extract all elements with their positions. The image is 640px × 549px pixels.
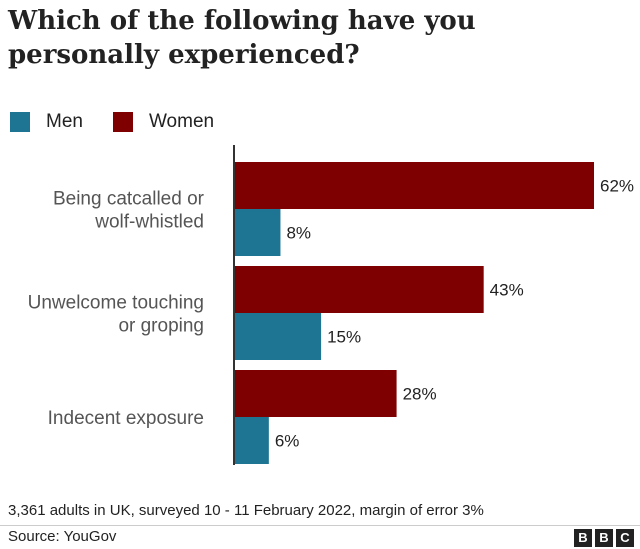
footnote: 3,361 adults in UK, surveyed 10 - 11 Feb… — [8, 502, 484, 519]
logo-letter: C — [616, 529, 634, 547]
category-label: Being catcalled or wolf-whistled — [53, 189, 205, 233]
bbc-logo: B B C — [571, 529, 634, 547]
category-label-line: Indecent exposure — [48, 408, 204, 429]
category-label-line: wolf-whistled — [94, 212, 204, 233]
legend-label-women: Women — [148, 111, 215, 132]
legend-swatch-men — [10, 112, 30, 132]
legend-swatch-women — [112, 112, 133, 132]
legend-item-men: Men — [10, 111, 83, 133]
legend-label-men: Men — [46, 111, 83, 132]
bar-men — [234, 313, 322, 360]
category-label: Indecent exposure — [48, 408, 204, 429]
category-label: Unwelcome touching or groping — [28, 293, 204, 337]
chart-title: Which of the following have you personal… — [8, 6, 476, 70]
bar-men — [234, 209, 281, 256]
legend: Men Women — [10, 110, 244, 134]
legend-item-women: Women — [112, 111, 215, 133]
bar-women — [234, 162, 594, 209]
data-label: 6% — [275, 432, 300, 451]
bar-chart: Being catcalled or wolf-whistled 62% 8% Unwe… — [28, 145, 634, 465]
data-label: 62% — [600, 177, 634, 196]
data-label: 8% — [286, 224, 311, 243]
footer-divider — [0, 525, 640, 526]
category-label-line: Unwelcome touching — [28, 293, 204, 314]
data-label: 28% — [403, 385, 437, 404]
bar-women — [234, 370, 397, 417]
bar-men — [234, 417, 269, 464]
category-label-line: or groping — [118, 316, 204, 337]
logo-letter: B — [574, 529, 592, 547]
logo-letter: B — [595, 529, 613, 547]
data-label: 43% — [490, 281, 524, 300]
data-label: 15% — [327, 328, 361, 347]
bar-women — [234, 266, 484, 313]
source-note: Source: YouGov — [8, 528, 117, 545]
category-label-line: Being catcalled or — [53, 189, 205, 210]
